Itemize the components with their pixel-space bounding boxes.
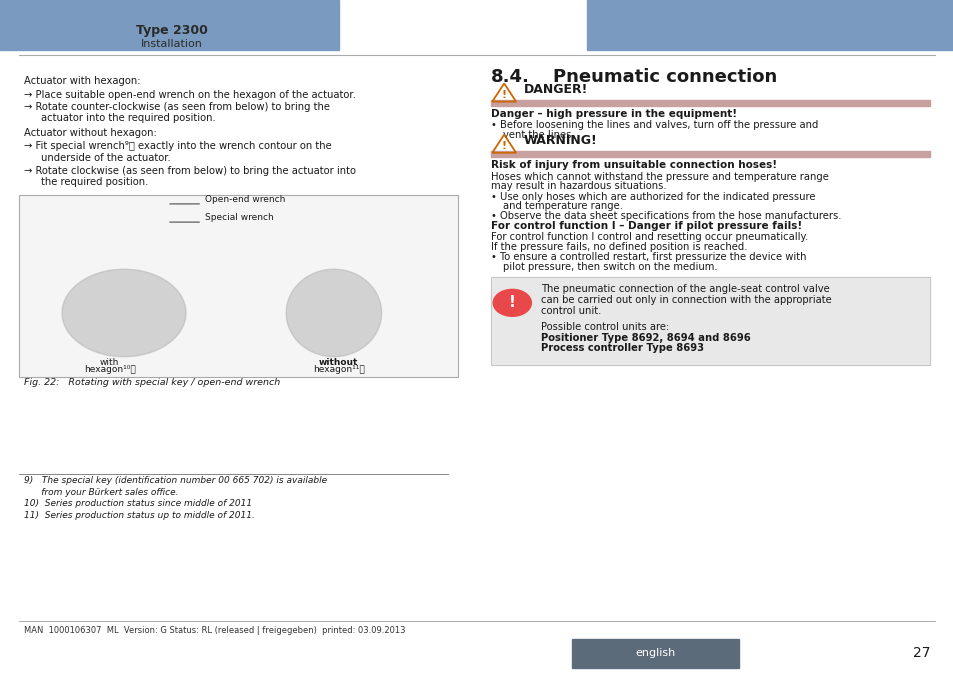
Text: For control function I – Danger if pilot pressure fails!: For control function I – Danger if pilot… bbox=[491, 221, 801, 232]
Text: the required position.: the required position. bbox=[41, 177, 149, 187]
Text: WARNING!: WARNING! bbox=[523, 134, 597, 147]
Text: control unit.: control unit. bbox=[540, 306, 600, 316]
Text: burkert: burkert bbox=[655, 23, 737, 42]
Text: DANGER!: DANGER! bbox=[523, 83, 587, 96]
Text: !: ! bbox=[501, 90, 506, 100]
Text: Pneumatic connection: Pneumatic connection bbox=[553, 68, 777, 86]
Text: hexagon¹¹⧠: hexagon¹¹⧠ bbox=[313, 365, 364, 374]
Text: and temperature range.: and temperature range. bbox=[502, 201, 622, 211]
Text: → Fit special wrench⁹⧠ exactly into the wrench contour on the: → Fit special wrench⁹⧠ exactly into the … bbox=[24, 141, 332, 151]
Text: 9)   The special key (identification number 00 665 702) is available: 9) The special key (identification numbe… bbox=[24, 476, 327, 485]
Text: can be carried out only in connection with the appropriate: can be carried out only in connection wi… bbox=[540, 295, 831, 305]
Text: 10)  Series production status since middle of 2011: 10) Series production status since middl… bbox=[24, 499, 252, 508]
Bar bbox=[491, 100, 929, 106]
Text: vent the lines.: vent the lines. bbox=[502, 130, 574, 140]
Text: english: english bbox=[635, 649, 676, 658]
FancyBboxPatch shape bbox=[19, 195, 457, 377]
Text: → Rotate clockwise (as seen from below) to bring the actuator into: → Rotate clockwise (as seen from below) … bbox=[24, 166, 355, 176]
Text: Positioner Type 8692, 8694 and 8696: Positioner Type 8692, 8694 and 8696 bbox=[540, 332, 750, 343]
Text: → Rotate counter-clockwise (as seen from below) to bring the: → Rotate counter-clockwise (as seen from… bbox=[24, 102, 330, 112]
Text: without: without bbox=[318, 358, 358, 367]
Text: 11)  Series production status up to middle of 2011.: 11) Series production status up to middl… bbox=[24, 511, 254, 520]
Ellipse shape bbox=[286, 269, 381, 357]
Text: Special wrench: Special wrench bbox=[205, 213, 274, 222]
Text: Open-end wrench: Open-end wrench bbox=[205, 195, 285, 204]
Ellipse shape bbox=[62, 269, 186, 357]
Text: Fig. 22:   Rotating with special key / open-end wrench: Fig. 22: Rotating with special key / ope… bbox=[24, 378, 280, 387]
Text: with: with bbox=[100, 358, 119, 367]
Circle shape bbox=[493, 289, 531, 316]
Text: • To ensure a controlled restart, first pressurize the device with: • To ensure a controlled restart, first … bbox=[491, 252, 806, 262]
Text: 27: 27 bbox=[912, 647, 929, 660]
Text: • Use only hoses which are authorized for the indicated pressure: • Use only hoses which are authorized fo… bbox=[491, 192, 815, 202]
Text: If the pressure fails, no defined position is reached.: If the pressure fails, no defined positi… bbox=[491, 242, 747, 252]
Text: underside of the actuator.: underside of the actuator. bbox=[41, 153, 171, 163]
Text: Process controller Type 8693: Process controller Type 8693 bbox=[540, 343, 703, 353]
Text: Installation: Installation bbox=[141, 39, 202, 48]
Text: !: ! bbox=[501, 141, 506, 151]
Text: may result in hazardous situations.: may result in hazardous situations. bbox=[491, 181, 666, 191]
Text: actuator into the required position.: actuator into the required position. bbox=[41, 113, 215, 123]
Text: from your Bürkert sales office.: from your Bürkert sales office. bbox=[24, 488, 178, 497]
Text: Actuator without hexagon:: Actuator without hexagon: bbox=[24, 128, 156, 138]
Text: • Observe the data sheet specifications from the hose manufacturers.: • Observe the data sheet specifications … bbox=[491, 211, 841, 221]
Text: Danger – high pressure in the equipment!: Danger – high pressure in the equipment! bbox=[491, 109, 737, 119]
Text: hexagon¹⁰⧠: hexagon¹⁰⧠ bbox=[84, 365, 135, 374]
Text: pilot pressure, then switch on the medium.: pilot pressure, then switch on the mediu… bbox=[502, 262, 717, 272]
Text: → Place suitable open-end wrench on the hexagon of the actuator.: → Place suitable open-end wrench on the … bbox=[24, 90, 355, 100]
Text: 8.4.: 8.4. bbox=[491, 68, 530, 86]
Text: The pneumatic connection of the angle-seat control valve: The pneumatic connection of the angle-se… bbox=[540, 284, 829, 294]
Text: Hoses which cannot withstand the pressure and temperature range: Hoses which cannot withstand the pressur… bbox=[491, 172, 828, 182]
Text: For control function I control and resetting occur pneumatically.: For control function I control and reset… bbox=[491, 232, 808, 242]
Bar bbox=[0, 0, 338, 50]
Text: Type 2300: Type 2300 bbox=[135, 24, 208, 37]
Bar bbox=[491, 277, 929, 365]
Text: !: ! bbox=[508, 295, 516, 310]
Bar bbox=[586, 0, 953, 50]
Bar bbox=[491, 151, 929, 157]
Bar bbox=[572, 639, 739, 668]
Text: MAN  1000106307  ML  Version: G Status: RL (released | freigegeben)  printed: 03: MAN 1000106307 ML Version: G Status: RL … bbox=[24, 626, 405, 635]
Text: • Before loosening the lines and valves, turn off the pressure and: • Before loosening the lines and valves,… bbox=[491, 120, 818, 130]
Text: Possible control units are:: Possible control units are: bbox=[540, 322, 668, 332]
Text: FLUID CONTROL SYSTEMS: FLUID CONTROL SYSTEMS bbox=[655, 44, 737, 50]
Bar bbox=[491, 277, 929, 365]
Text: Risk of injury from unsuitable connection hoses!: Risk of injury from unsuitable connectio… bbox=[491, 160, 777, 170]
Text: Actuator with hexagon:: Actuator with hexagon: bbox=[24, 76, 140, 86]
